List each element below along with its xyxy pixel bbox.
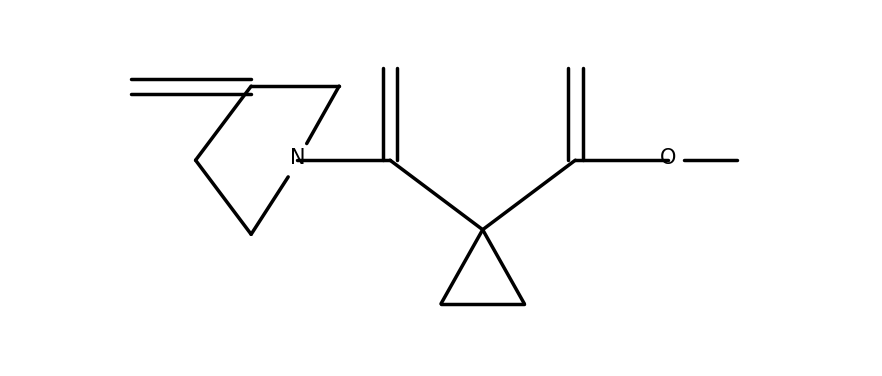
Text: O: O bbox=[660, 149, 676, 168]
Text: N: N bbox=[289, 149, 305, 168]
